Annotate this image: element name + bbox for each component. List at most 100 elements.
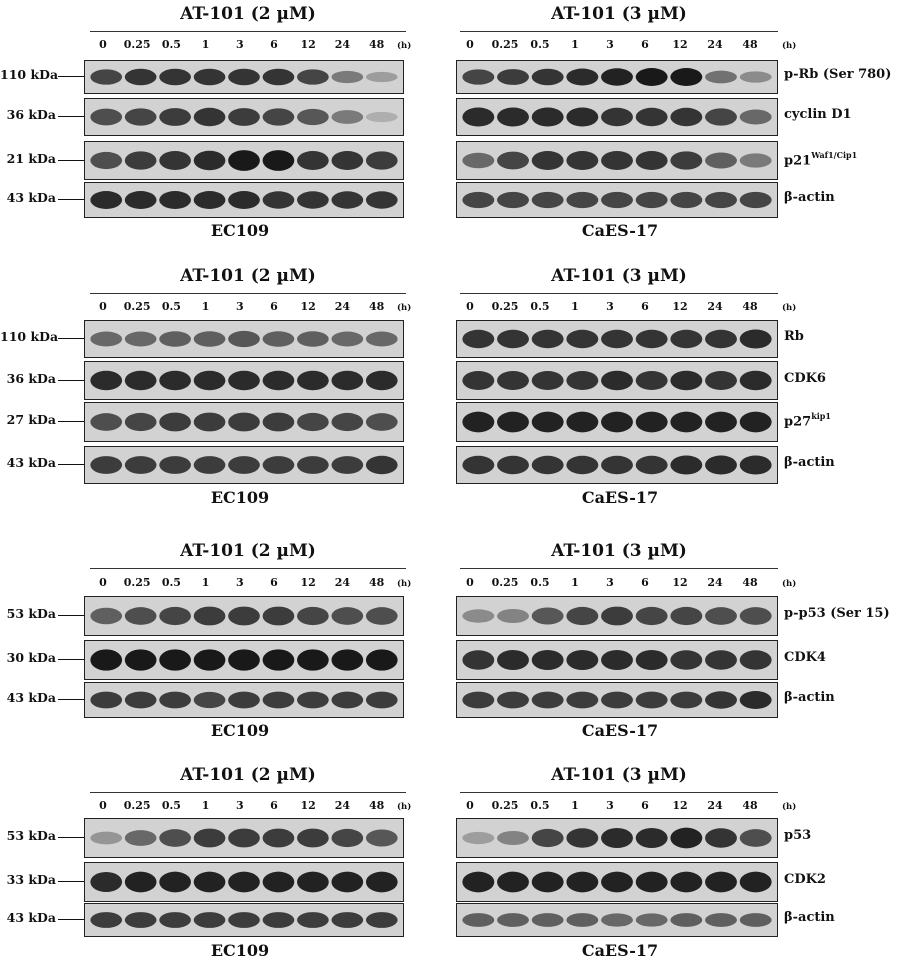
timepoint-label: 1 bbox=[571, 38, 579, 51]
band-lane-7 bbox=[670, 370, 703, 391]
band-lane-5 bbox=[601, 107, 633, 127]
band-lane-2 bbox=[497, 831, 529, 845]
cell-line-label: EC109 bbox=[210, 721, 270, 740]
blot-strip-ec109 bbox=[84, 640, 404, 680]
band-lane-5 bbox=[601, 827, 633, 849]
blot-image bbox=[457, 597, 777, 635]
timepoint-label: 1 bbox=[201, 576, 210, 589]
protein-label: p-p53 (Ser 15) bbox=[784, 606, 890, 621]
band-lane-4 bbox=[193, 606, 226, 626]
band-lane-4 bbox=[193, 331, 226, 347]
band-lane-4 bbox=[193, 871, 226, 893]
treatment-underline bbox=[90, 293, 406, 294]
band-lane-6 bbox=[262, 412, 295, 432]
molecular-weight-marker: 53 kDa bbox=[6, 828, 56, 843]
timepoint-label: 0.25 bbox=[491, 576, 519, 589]
band-lane-3 bbox=[531, 371, 564, 390]
timepoint-label: 12 bbox=[672, 38, 688, 51]
treatment-underline bbox=[90, 568, 406, 569]
band-lane-4 bbox=[193, 456, 226, 474]
band-lane-7 bbox=[297, 151, 329, 170]
timepoint-label: 0 bbox=[99, 799, 107, 812]
blot-image bbox=[457, 183, 777, 217]
band-lane-9 bbox=[365, 151, 398, 170]
band-lane-2 bbox=[124, 68, 157, 86]
treatment-underline bbox=[90, 31, 406, 32]
band-lane-8 bbox=[705, 371, 737, 390]
marker-tick bbox=[58, 659, 84, 660]
band-lane-7 bbox=[297, 649, 329, 671]
band-lane-2 bbox=[124, 412, 157, 432]
timepoint-label: 48 bbox=[742, 799, 758, 812]
band-lane-3 bbox=[531, 691, 564, 709]
blot-strip-caes17 bbox=[456, 446, 778, 484]
molecular-weight-marker: 36 kDa bbox=[6, 107, 56, 122]
band-lane-2 bbox=[497, 649, 529, 671]
timepoint-label: 24 bbox=[334, 799, 351, 812]
band-lane-4 bbox=[566, 68, 599, 86]
band-lane-7 bbox=[670, 151, 703, 170]
band-lane-6 bbox=[635, 107, 668, 127]
band-lane-9 bbox=[739, 691, 772, 709]
band-lane-9 bbox=[739, 650, 772, 670]
band-lane-7 bbox=[670, 827, 703, 849]
timepoint-label: 0 bbox=[99, 300, 107, 313]
timepoint-label: 12 bbox=[300, 38, 316, 51]
protein-name: CDK6 bbox=[784, 370, 826, 386]
band-lane-7 bbox=[670, 107, 703, 127]
marker-tick bbox=[58, 116, 84, 117]
blot-image bbox=[457, 362, 777, 399]
molecular-weight-marker: 43 kDa bbox=[6, 190, 56, 205]
protein-name: p-p53 (Ser 15) bbox=[784, 606, 890, 621]
band-lane-8 bbox=[705, 691, 737, 709]
band-lane-7 bbox=[670, 650, 703, 670]
timepoint-label: 1 bbox=[571, 799, 579, 812]
band-lane-5 bbox=[228, 649, 260, 671]
protein-label: β-actin bbox=[784, 910, 835, 925]
timepoint-label: 0.5 bbox=[530, 38, 550, 51]
band-lane-2 bbox=[124, 607, 157, 625]
band-lane-3 bbox=[531, 151, 564, 170]
band-lane-6 bbox=[262, 871, 295, 893]
band-lane-6 bbox=[262, 691, 295, 709]
timepoint-label: 0 bbox=[99, 576, 107, 589]
treatment-title: AT-101 (2 µM) bbox=[180, 266, 316, 286]
band-lane-4 bbox=[566, 411, 599, 433]
band-lane-6 bbox=[262, 828, 295, 848]
band-lane-6 bbox=[262, 912, 295, 928]
marker-tick bbox=[58, 837, 84, 838]
band-lane-4 bbox=[193, 68, 226, 86]
treatment-underline bbox=[460, 293, 778, 294]
band-lane-9 bbox=[365, 829, 398, 847]
band-lane-1 bbox=[462, 411, 495, 433]
band-lane-1 bbox=[462, 913, 495, 927]
band-lane-4 bbox=[193, 412, 226, 432]
band-lane-2 bbox=[124, 649, 157, 671]
cell-line-label: CaES-17 bbox=[581, 941, 659, 960]
marker-tick bbox=[58, 199, 84, 200]
timepoint-label: 0.25 bbox=[491, 38, 519, 51]
protein-label: p53 bbox=[784, 828, 811, 843]
band-lane-9 bbox=[365, 649, 398, 671]
molecular-weight-marker: 110 kDa bbox=[0, 67, 59, 82]
band-lane-4 bbox=[193, 191, 226, 209]
timepoint-label: 0.5 bbox=[530, 576, 550, 589]
blot-strip-ec109 bbox=[84, 361, 404, 400]
band-lane-8 bbox=[705, 455, 737, 475]
blot-strip-ec109 bbox=[84, 402, 404, 442]
timepoint-label: 3 bbox=[235, 799, 244, 812]
band-lane-7 bbox=[670, 871, 703, 893]
band-lane-6 bbox=[262, 331, 295, 347]
blot-strip-caes17 bbox=[456, 60, 778, 94]
marker-tick bbox=[58, 159, 84, 161]
protein-name: p21 bbox=[784, 152, 812, 168]
cell-line-label: EC109 bbox=[210, 941, 270, 960]
band-lane-5 bbox=[601, 370, 633, 391]
band-lane-1 bbox=[90, 607, 123, 625]
band-lane-1 bbox=[90, 191, 123, 209]
blot-strip-caes17 bbox=[456, 98, 778, 136]
band-lane-5 bbox=[228, 370, 260, 391]
timepoint-label: 0.5 bbox=[530, 799, 550, 812]
band-lane-3 bbox=[531, 913, 564, 927]
band-lane-1 bbox=[462, 871, 495, 893]
